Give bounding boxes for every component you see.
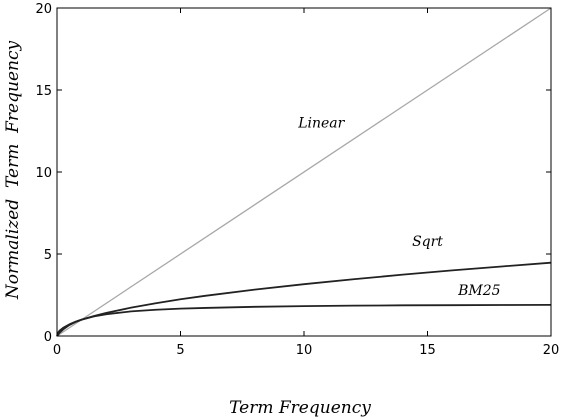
series-label-linear: Linear bbox=[297, 116, 345, 132]
series-line-sqrt bbox=[56, 261, 552, 337]
series-label-sqrt: Sqrt bbox=[412, 234, 443, 250]
series-label-bm25: BM25 bbox=[457, 283, 501, 299]
y-tick-label-15: 15 bbox=[35, 84, 52, 99]
y-tick-label-20: 20 bbox=[35, 2, 52, 17]
x-tick-label-0: 0 bbox=[53, 343, 61, 358]
x-tick-label-10: 10 bbox=[296, 343, 313, 358]
y-tick-label-5: 5 bbox=[44, 248, 52, 263]
y-tick-label-10: 10 bbox=[35, 166, 52, 181]
series-line-linear bbox=[56, 7, 552, 337]
y-tick-label-0: 0 bbox=[44, 330, 52, 345]
x-tick-label-20: 20 bbox=[543, 343, 560, 358]
x-tick-label-15: 15 bbox=[419, 343, 436, 358]
y-axis-title: Normalized Term Frequency bbox=[3, 41, 23, 301]
x-axis-title: Term Frequency bbox=[229, 398, 371, 418]
tick-layer: 0 5 10 15 20 0 5 10 15 20 bbox=[35, 2, 559, 358]
x-tick-label-5: 5 bbox=[176, 343, 184, 358]
series-line-bm25 bbox=[56, 303, 552, 337]
series-layer bbox=[56, 7, 552, 337]
series-label-layer: Linear Sqrt BM25 bbox=[297, 116, 500, 299]
